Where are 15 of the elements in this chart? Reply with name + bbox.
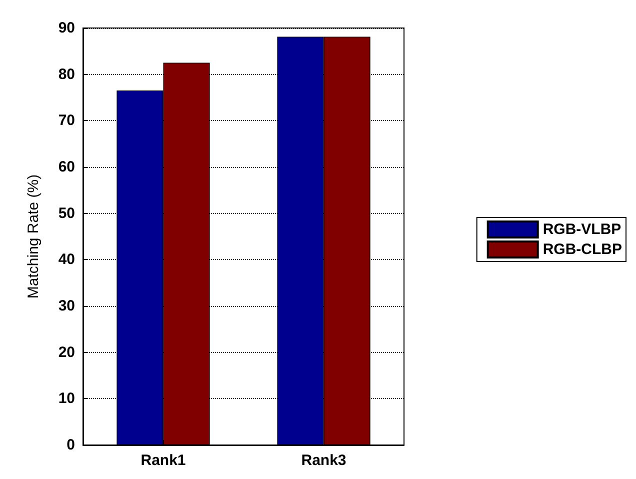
legend-label: RGB-VLBP — [542, 221, 622, 238]
y-tick-label: 30 — [58, 298, 75, 314]
y-tick-label: 90 — [58, 20, 75, 36]
y-tick-label: 0 — [66, 436, 75, 454]
y-tick-label: 20 — [58, 344, 75, 361]
y-tick-label: 40 — [58, 251, 75, 268]
y-tick-label: 80 — [58, 66, 75, 83]
y-tick-label: 60 — [58, 158, 75, 176]
y-tick-label: 50 — [58, 204, 75, 222]
y-axis-title: Matching Rate (%) — [25, 174, 42, 299]
x-tick-label: Rank1 — [140, 452, 186, 469]
x-tick-label: Rank3 — [301, 452, 346, 469]
y-tick-label: 70 — [58, 112, 75, 130]
legend-label: RGB-CLBP — [542, 241, 622, 258]
y-tick-label: 10 — [58, 390, 75, 408]
